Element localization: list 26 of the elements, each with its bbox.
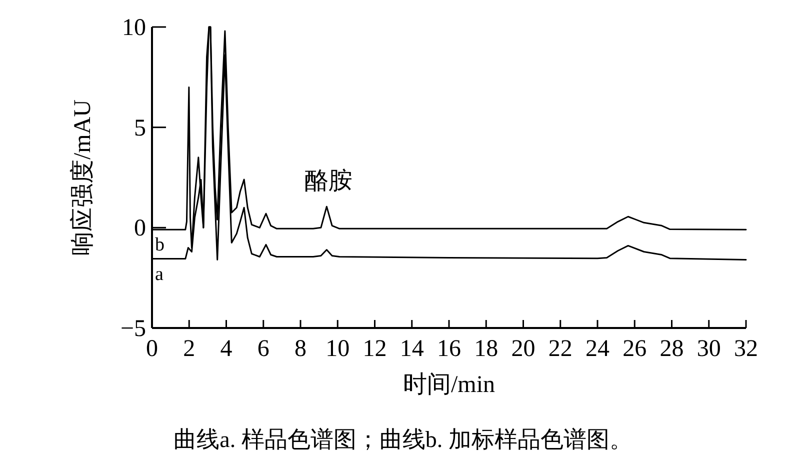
x-tick-label: 18 xyxy=(474,336,498,362)
x-tick-label: 10 xyxy=(326,336,350,362)
y-tick-label: 10 xyxy=(122,15,146,41)
x-tick-label: 6 xyxy=(257,336,270,362)
series-label: b xyxy=(155,234,164,256)
x-axis-title: 时间/min xyxy=(402,372,496,398)
x-tick-label: 16 xyxy=(437,336,461,362)
text: 曲线a. 样品色谱图；曲线b. 加标样品色谱图。 xyxy=(174,427,632,452)
series-label: a xyxy=(155,264,164,285)
x-tick-label: 12 xyxy=(362,336,387,362)
x-tick-label: 4 xyxy=(220,336,232,362)
x-tick-label: 24 xyxy=(586,336,610,362)
x-tick-label: 32 xyxy=(734,336,758,362)
y-tick-label: 0 xyxy=(134,216,146,242)
x-tick-label: 20 xyxy=(511,336,536,362)
y-tick-label: −5 xyxy=(120,316,146,342)
annotation: 酪胺 xyxy=(304,168,352,195)
y-tick-label: 5 xyxy=(134,115,146,142)
x-tick-label: 30 xyxy=(696,336,721,362)
x-tick-label: 22 xyxy=(548,336,572,362)
x-tick-label: 2 xyxy=(183,336,196,362)
x-tick-label: 28 xyxy=(660,336,684,362)
x-tick-label: 14 xyxy=(400,336,424,362)
x-tick-label: 26 xyxy=(622,336,647,362)
y-axis-title: 响应强度/mAU xyxy=(69,100,96,256)
x-tick-label: 8 xyxy=(294,336,306,362)
